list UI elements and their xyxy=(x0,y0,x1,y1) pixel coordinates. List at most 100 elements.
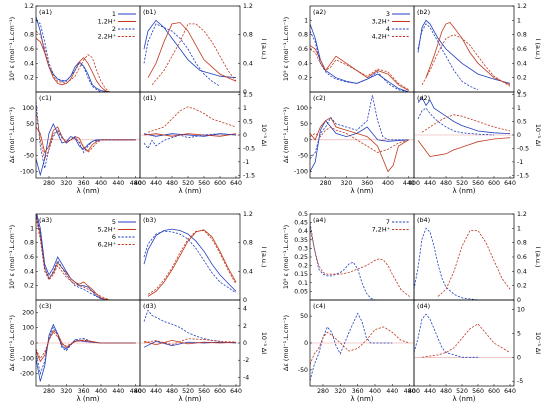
y-tick-label: 0.15 xyxy=(294,271,308,278)
y2-tick-label: 0.6 xyxy=(517,254,527,261)
panel-d2: (d2) 400 440 480 520 560 600 640 λ (nm) -1.5 -1 -0.… xyxy=(408,91,542,195)
y-tick-label: 0.05 xyxy=(294,288,308,295)
y2-tick-label: 2 xyxy=(243,323,247,330)
y-tick-label: 0.2 xyxy=(298,75,308,82)
plot-frame xyxy=(413,299,515,387)
x-tick-label: 560 xyxy=(472,180,484,187)
series-line-b4-7_2H_ xyxy=(437,230,511,297)
x-tick-label: 400 xyxy=(369,388,381,395)
y2-tick-label: -1.5 xyxy=(243,172,255,179)
legend-label: 5 xyxy=(112,218,116,226)
panel-d3: (d3) 400 440 480 520 560 600 640 λ (nm) -4 -2 0 2 4 10… xyxy=(134,299,268,403)
panel-label: (b2) xyxy=(417,8,430,16)
y2-tick-label: 1.2 xyxy=(517,211,527,218)
x-tick-label: 360 xyxy=(352,388,364,395)
y-tick-label: 50 xyxy=(300,313,308,320)
y2-tick-label: 0.4 xyxy=(243,60,253,67)
x-tick-label: 600 xyxy=(214,180,226,187)
series-line-c3-6 xyxy=(36,326,136,376)
series-line-c3-5_2H_ xyxy=(36,330,136,363)
series-line-c2-4 xyxy=(310,95,409,160)
panel-c2: (c2) 280 320 360 400 440 λ (nm) -100 -50 0 50 100 Δε… xyxy=(282,91,415,195)
x-tick-label: 360 xyxy=(78,388,90,395)
y2-tick-label: 0.8 xyxy=(517,32,527,39)
series-line-b1-2_2H_ xyxy=(151,23,237,86)
y2-tick-label: -2 xyxy=(243,357,249,364)
y2-tick-label: 1.2 xyxy=(517,3,527,10)
x-tick-label: 400 xyxy=(95,180,107,187)
x-axis-label: λ (nm) xyxy=(76,395,99,403)
series-line-c3-5 xyxy=(36,323,136,382)
x-tick-label: 560 xyxy=(472,388,484,395)
series-line-a3-6_2H_ xyxy=(36,217,110,300)
y-tick-label: 0.8 xyxy=(298,32,308,39)
y2-tick-label: 10 xyxy=(517,307,525,314)
series-line-b1-1 xyxy=(143,19,237,79)
x-tick-label: 400 xyxy=(382,180,394,187)
panel-a1: (a1) 0.2 0.4 0.6 0.8 1 1.2 10⁵ ε (mol⁻¹.L.cm⁻¹)… xyxy=(8,3,141,93)
series-line-c3-6_2H_ xyxy=(36,331,136,360)
y-tick-label: 100 xyxy=(22,105,34,112)
y2-tick-label: -1 xyxy=(243,159,249,166)
y2-tick-label: 0.4 xyxy=(517,268,527,275)
series-line-d4-7_2H_ xyxy=(421,323,511,358)
x-tick-label: 520 xyxy=(456,180,468,187)
y-tick-label: -100 xyxy=(294,169,308,176)
y-tick-label: 0.2 xyxy=(24,283,34,290)
panel-a2: (a2) 0.2 0.4 0.6 0.8 1 10⁵ ε (mol⁻¹.L.cm⁻¹) 33,… xyxy=(282,5,415,93)
series-line-a2-3 xyxy=(310,23,409,92)
x-tick-label: 320 xyxy=(60,180,72,187)
x-tick-label: 400 xyxy=(95,388,107,395)
y-tick-label: 0.4 xyxy=(298,60,308,67)
y2-tick-label: -0.5 xyxy=(517,145,529,152)
y2-tick-label: 5 xyxy=(517,330,521,337)
x-axis-label: λ (nm) xyxy=(178,187,201,195)
series-line-d2-3 xyxy=(417,96,511,135)
y-axis-label: 10⁵ ε (mol⁻¹.L.cm⁻¹) xyxy=(8,17,16,81)
x-tick-label: 640 xyxy=(504,180,516,187)
x-tick-label: 560 xyxy=(198,180,210,187)
x-tick-label: 440 xyxy=(150,180,162,187)
y2-tick-label: -1.5 xyxy=(517,172,529,179)
legend-label: 6,2H⁺ xyxy=(98,241,116,249)
x-tick-label: 480 xyxy=(440,180,452,187)
panel-a4: (a4) 0.050.1 0.150.2 0.25 0.30.35 0.40.45 0.5 1… xyxy=(282,211,415,301)
y-tick-label: -50 xyxy=(298,153,308,160)
x-tick-label: 520 xyxy=(182,388,194,395)
x-tick-label: 640 xyxy=(230,388,242,395)
y-tick-label: 0.6 xyxy=(298,46,308,53)
y2-tick-label: 0.4 xyxy=(517,60,527,67)
y2-axis-label: I (a.u.) xyxy=(260,39,268,60)
legend-label: 2,2H⁺ xyxy=(98,33,116,41)
x-tick-label: 440 xyxy=(424,388,436,395)
y-tick-label: 0.8 xyxy=(24,240,34,247)
x-tick-label: 360 xyxy=(78,180,90,187)
series-line-d2-4 xyxy=(417,107,495,136)
y2-tick-label: 4 xyxy=(243,306,247,313)
plot-frame xyxy=(139,213,241,301)
y2-tick-label: 0.2 xyxy=(517,283,527,290)
series-line-b3-5 xyxy=(143,228,237,292)
series-line-a3-6 xyxy=(36,214,102,299)
y2-tick-label: -5 xyxy=(517,378,523,385)
x-axis-label: λ (nm) xyxy=(350,187,373,195)
y2-tick-label: 0 xyxy=(243,340,247,347)
panel-label: (c2) xyxy=(313,94,326,102)
plot-frame xyxy=(413,5,515,93)
x-tick-label: 320 xyxy=(334,388,346,395)
y-tick-label: 1 xyxy=(30,17,34,24)
panel-label: (c4) xyxy=(313,302,326,310)
y-tick-label: 0.1 xyxy=(298,280,308,287)
x-tick-label: 440 xyxy=(112,388,124,395)
series-line-a4-7 xyxy=(310,222,384,300)
panel-label: (a1) xyxy=(39,8,52,16)
x-tick-label: 600 xyxy=(488,388,500,395)
series-line-b2-4 xyxy=(417,23,479,91)
series-line-c1-2 xyxy=(36,101,136,169)
series-line-c1-1 xyxy=(36,122,136,177)
series-line-a4-7_2H_ xyxy=(310,227,410,297)
y2-tick-label: 0.4 xyxy=(243,268,253,275)
series-line-a1-2_2H_ xyxy=(36,30,110,92)
legend-label: 3 xyxy=(386,10,390,18)
